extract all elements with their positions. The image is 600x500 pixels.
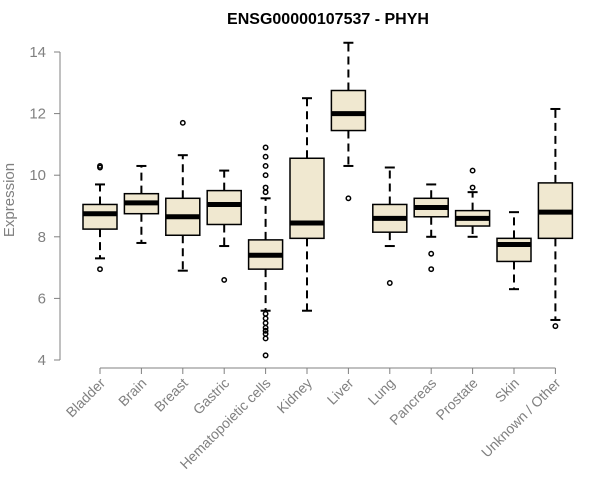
- box-hematopoietic-cells: [247, 144, 284, 359]
- outlier-point: [97, 266, 103, 273]
- y-axis-label: Expression: [1, 163, 18, 237]
- y-tick-label: 12: [29, 106, 46, 123]
- outlier-point: [262, 352, 269, 359]
- y-tick-label: 14: [29, 44, 46, 61]
- outlier-point: [262, 153, 269, 160]
- outlier-point: [262, 335, 269, 342]
- x-tick-label: Prostate: [433, 375, 481, 423]
- boxes: [82, 41, 574, 359]
- box-liver: [330, 41, 367, 202]
- box-pancreas: [413, 183, 449, 273]
- outlier-point: [469, 184, 476, 191]
- box-kidney: [289, 97, 325, 312]
- outlier-point: [262, 172, 269, 179]
- outlier-point: [262, 310, 269, 317]
- x-tick-label: Skin: [492, 375, 523, 406]
- outlier-point: [552, 323, 559, 330]
- y-tick-label: 10: [29, 167, 46, 184]
- y-axis: 4 6 8 10 12 14: [29, 44, 61, 369]
- x-tick-label: Breast: [151, 375, 191, 415]
- outlier-point: [262, 320, 269, 326]
- outlier-point: [428, 250, 435, 257]
- x-tick-label: Kidney: [274, 375, 316, 417]
- outlier-point: [262, 163, 269, 169]
- x-tick-label: Lung: [365, 375, 398, 408]
- y-tick-label: 8: [38, 229, 46, 246]
- x-tick-label: Unknown / Other: [478, 375, 564, 461]
- box-unknown-other: [537, 107, 574, 330]
- x-tick-label: Liver: [324, 375, 357, 408]
- box-gastric: [206, 169, 242, 283]
- y-tick-label: 4: [38, 352, 46, 369]
- box-brain: [123, 164, 160, 244]
- x-tick-label: Bladder: [63, 375, 109, 421]
- outlier-point: [221, 276, 228, 283]
- outlier-point: [262, 144, 269, 151]
- chart-title: ENSG00000107537 - PHYH: [227, 11, 429, 28]
- box-lung: [372, 166, 408, 286]
- outlier-point: [469, 167, 476, 174]
- outlier-point: [262, 327, 269, 334]
- outlier-point: [345, 195, 352, 202]
- iqr-box: [496, 237, 532, 263]
- y-tick-label: 6: [38, 290, 46, 307]
- outlier-point: [179, 119, 186, 126]
- box-skin: [496, 211, 532, 291]
- iqr-box: [289, 157, 325, 240]
- outlier-point: [97, 163, 103, 169]
- outlier-point: [262, 330, 269, 337]
- outlier-point: [386, 280, 393, 286]
- outlier-point: [262, 324, 269, 331]
- box-breast: [165, 119, 201, 272]
- outlier-point: [262, 184, 269, 191]
- iqr-box: [82, 203, 118, 230]
- box-bladder: [82, 163, 118, 273]
- iqr-box: [330, 89, 367, 132]
- x-tick-label: Brain: [115, 375, 149, 409]
- outlier-point: [262, 189, 269, 196]
- box-prostate: [454, 167, 491, 238]
- iqr-box: [206, 189, 242, 226]
- outlier-point: [428, 266, 435, 273]
- outlier-point: [262, 315, 269, 322]
